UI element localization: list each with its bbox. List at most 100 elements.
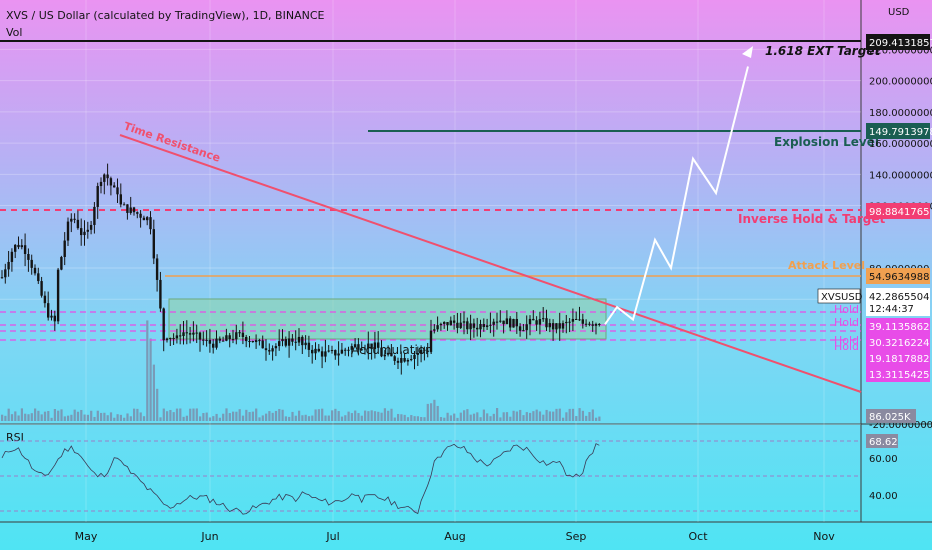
candle-body [169,337,172,339]
candle-body [439,323,443,326]
volume-bar [588,412,591,421]
volume-bar [53,409,56,421]
candle-body [202,339,205,341]
volume-bar [100,412,103,421]
volume-bar [482,409,485,421]
candle-body [383,354,386,357]
volume-bar [456,417,459,421]
badge-volume: 86.025K [869,412,911,423]
candle-body [370,343,373,350]
candle-body [17,244,20,248]
candle-body [555,323,558,330]
rsi-line [1,443,600,515]
candle-body [40,281,43,296]
candle-body [235,332,238,340]
volume-bar [139,412,142,421]
volume-bar [288,416,291,421]
volume-bar [86,414,89,421]
x-tick-label: Nov [813,530,835,543]
volume-bar [449,415,452,421]
volume-bar [133,408,136,421]
volume-bar [129,416,132,421]
candle-body [23,245,27,255]
volume-bar [149,338,152,421]
volume-bar [24,413,27,421]
candle-body [581,319,584,324]
candle-body [188,333,192,335]
candle-body [287,338,291,346]
volume-bar [311,415,314,421]
volume-bar [317,409,320,421]
candle-body [337,353,340,356]
volume-bar [364,410,367,421]
volume-bar [354,410,357,421]
candle-body [591,324,594,326]
candle-body [307,342,311,350]
x-tick-label: Oct [688,530,708,543]
volume-bar [278,408,281,421]
volume-bar [218,417,221,421]
candle-body [330,350,334,352]
chart-title: XVS / US Dollar (calculated by TradingVi… [6,9,325,22]
volume-bar [83,414,86,421]
volume-bar [20,408,23,421]
volume-bar [585,415,588,421]
volume-bar [314,409,317,421]
candle-body [195,332,198,334]
volume-bar [212,416,215,421]
candle-body [535,320,538,325]
volume-bar [14,411,17,421]
candle-body [76,219,80,229]
badge-ext-bg [866,34,930,50]
ext-target-label: 1.618 EXT Target [765,44,881,58]
volume-bar [189,408,192,421]
volume-bar [334,408,337,421]
projection-arrowhead [742,46,753,58]
volume-bar [595,417,598,421]
volume-bar [63,416,66,421]
volume-bar [420,417,423,421]
candle-body [37,273,40,282]
volume-bar [532,411,535,421]
candle-body [172,337,175,339]
volume-bar [225,408,228,421]
candle-body [410,359,413,361]
x-tick-label: Jun [200,530,218,543]
volume-bar [562,417,565,421]
volume-bar [265,413,268,421]
volume-bar [529,412,532,421]
candle-body [146,217,149,221]
candle-body [20,245,23,248]
volume-bar [413,416,416,421]
badge-current: 42.2865504 [869,292,929,303]
volume-bar [60,409,63,421]
candle-body [459,322,462,328]
volume-bar [215,413,218,421]
candle-body [254,340,258,343]
volume-bar [7,408,10,421]
candle-body [495,321,499,323]
volume-bar [370,410,373,421]
candle-body [436,325,439,330]
candle-body [584,323,588,325]
candle-body [212,343,215,348]
candle-body [403,358,406,362]
candle-body [132,207,136,213]
candle-body [294,341,297,343]
volume-bar [146,320,149,421]
volume-bar [598,416,601,421]
candle-body [70,218,73,222]
candle-body [179,335,182,337]
candle-body [373,342,377,350]
candle-body [443,322,446,324]
attack-label: Attack Level [788,259,865,272]
candle-body [268,350,271,352]
volume-bar [581,410,584,421]
candle-body [393,356,396,361]
candle-body [466,321,469,330]
volume-bar [373,411,377,421]
candle-body [103,174,106,182]
volume-bar [307,416,311,421]
candle-body [241,332,245,337]
